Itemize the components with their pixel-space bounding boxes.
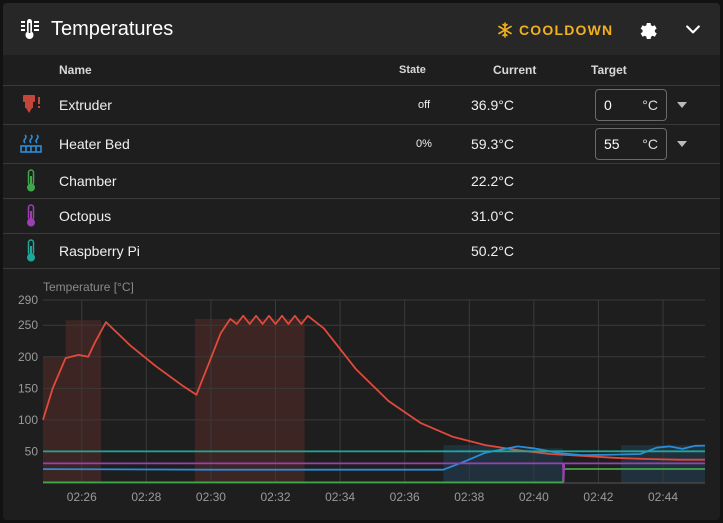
target-value: 0 [604, 97, 612, 113]
table-row-raspberry-pi: Raspberry Pi 50.2°C [3, 233, 720, 269]
temperature-chart[interactable]: 50 100 150 200 250 290 02:26 02:28 02:30 02:32 02:… [3, 273, 720, 520]
sensor-name: Octopus [59, 198, 377, 234]
series-line-0 [42, 314, 705, 461]
extruder-target-dropdown-icon[interactable] [677, 102, 687, 108]
y-tick-label: 150 [18, 381, 38, 395]
target-region-1 [65, 320, 102, 483]
sensor-current: 31.0°C [471, 198, 591, 234]
target-unit: °C [642, 97, 658, 113]
y-axis-label: Temperature [°C] [43, 280, 134, 294]
temperatures-panel: Temperatures COOLDOWN Nam [3, 3, 720, 520]
temperature-table: Name State Current Target Extruder [3, 55, 720, 269]
table-row-extruder: Extruder off 36.9°C 0 °C [3, 85, 720, 125]
gear-icon[interactable] [637, 19, 657, 39]
y-tick-label: 200 [18, 350, 38, 364]
x-tick-label: 02:38 [454, 490, 484, 504]
snowflake-icon [498, 22, 512, 38]
sensor-current: 50.2°C [471, 233, 591, 269]
column-header-name: Name [59, 55, 377, 86]
table-row-chamber: Chamber 22.2°C [3, 163, 720, 199]
sensor-state: 0% [377, 124, 471, 164]
extruder-target-input[interactable]: 0 °C [595, 89, 667, 121]
x-tick-label: 02:30 [196, 490, 226, 504]
panel-title: Temperatures [51, 18, 174, 40]
panel-header: Temperatures COOLDOWN [3, 3, 720, 55]
cooldown-label: COOLDOWN [519, 22, 614, 38]
heated-bed-icon [20, 134, 42, 153]
x-tick-label: 02:36 [390, 490, 420, 504]
column-header-current: Current [471, 55, 591, 86]
sensor-name: Chamber [59, 163, 377, 199]
sensor-current: 22.2°C [471, 163, 591, 199]
series-line-2 [43, 468, 705, 484]
target-region-2 [194, 318, 305, 483]
cooldown-button[interactable]: COOLDOWN [497, 20, 613, 40]
icon-column-header [3, 55, 59, 86]
x-tick-label: 02:44 [648, 490, 678, 504]
table-row-heater-bed: Heater Bed 0% 59.3°C 55 °C [3, 124, 720, 164]
y-tick-label: 100 [18, 413, 38, 427]
x-tick-label: 02:40 [519, 490, 549, 504]
x-tick-label: 02:34 [325, 490, 355, 504]
table-row-octopus: Octopus 31.0°C [3, 198, 720, 234]
x-tick-label: 02:28 [131, 490, 161, 504]
series-line-3 [43, 462, 705, 483]
sensor-name: Raspberry Pi [59, 233, 377, 269]
heater-bed-target-input[interactable]: 55 °C [595, 128, 667, 160]
thermometer-icon [27, 204, 35, 227]
target-value: 55 [604, 136, 620, 152]
y-tick-label: 290 [18, 293, 38, 307]
x-tick-label: 02:42 [583, 490, 613, 504]
sensor-current: 36.9°C [471, 85, 591, 125]
printer-nozzle-icon [23, 95, 40, 113]
thermometer-icon [27, 239, 35, 262]
thermometer-icon [27, 169, 35, 192]
sensor-current: 59.3°C [471, 124, 591, 164]
thermometer-lines-icon [21, 19, 39, 39]
chevron-down-icon[interactable] [683, 19, 703, 39]
x-tick-label: 02:26 [67, 490, 97, 504]
target-unit: °C [642, 136, 658, 152]
x-tick-label: 02:32 [260, 490, 290, 504]
sensor-name: Extruder [59, 85, 377, 125]
y-tick-label: 50 [25, 444, 39, 458]
sensor-name: Heater Bed [59, 124, 377, 164]
series-line-1 [42, 444, 706, 471]
sensor-state: off [377, 85, 471, 125]
table-header-row: Name State Current Target [3, 55, 720, 86]
heater-bed-target-dropdown-icon[interactable] [677, 141, 687, 147]
column-header-state: State [377, 55, 471, 86]
y-tick-label: 250 [18, 318, 38, 332]
column-header-target: Target [591, 55, 720, 86]
